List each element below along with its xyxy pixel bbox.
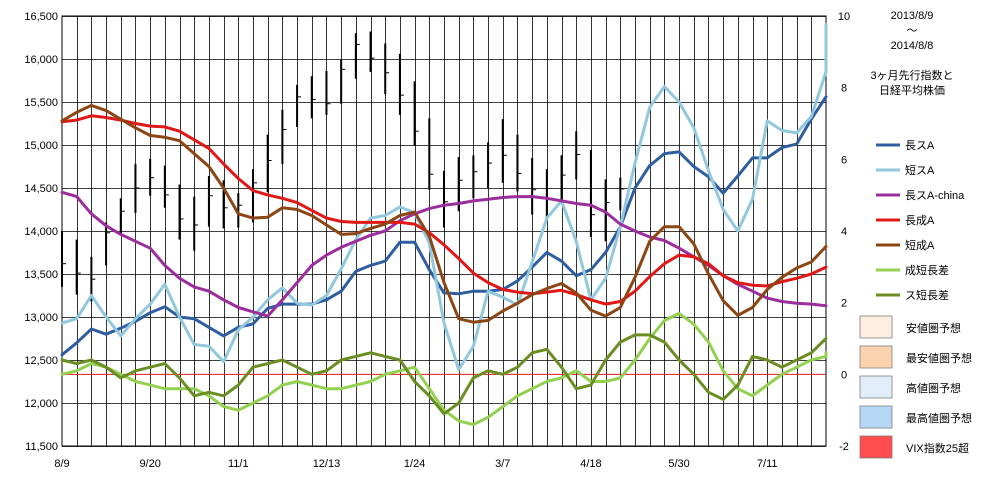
grid-lines <box>61 15 827 447</box>
legend-label-短成A: 短成A <box>905 238 935 252</box>
chart-title-line1: 3ヶ月先行指数と <box>870 68 953 82</box>
left-axis-tick-label: 15,500 <box>24 97 58 109</box>
legend-box-最安値圏予想 <box>859 345 893 369</box>
right-axis-tick-label: 8 <box>841 83 847 95</box>
legend-label-ス短長差: ス短長差 <box>905 288 949 302</box>
series-line-成短長差 <box>60 311 828 426</box>
legend-box-label-高値圏予想: 高値圏予想 <box>906 381 961 395</box>
series-lines <box>60 23 828 426</box>
legend-label-成短長差: 成短長差 <box>905 263 949 277</box>
left-axis-tick-label: 13,500 <box>24 269 58 281</box>
legend-label-長スA-china: 長スA-china <box>905 189 965 202</box>
left-axis-tick-label: 16,500 <box>24 11 58 23</box>
legend-box-label-最高値圏予想: 最高値圏予想 <box>906 411 972 425</box>
series-line-長成A <box>60 114 828 306</box>
right-axis-tick-label: 0 <box>841 369 847 381</box>
legend-label-長スA: 長スA <box>905 139 935 152</box>
legend-box-label-最安値圏予想: 最安値圏予想 <box>906 351 972 365</box>
legend-box-最高値圏予想 <box>859 405 893 429</box>
left-axis-tick-label: 13,000 <box>24 312 58 324</box>
period-separator-label: ～ <box>907 25 918 37</box>
chart-title-line2: 日経平均株価 <box>879 83 945 97</box>
legend-box-高値圏予想 <box>859 375 893 399</box>
x-axis-tick-label: 11/1 <box>228 458 249 470</box>
right-axis-tick-label: 2 <box>841 298 847 310</box>
legend-box-label-VIX指数25超: VIX指数25超 <box>906 441 969 455</box>
legend-label-長成A: 長成A <box>905 214 935 227</box>
series-line-短スA <box>60 23 828 371</box>
series-line-ス短長差 <box>60 333 828 416</box>
left-axis-tick-label: 14,000 <box>24 226 58 238</box>
x-axis-tick-label: 7/11 <box>757 458 778 470</box>
right-axis-tick-label: 4 <box>841 226 847 238</box>
left-axis-tick-label: 11,500 <box>25 441 58 453</box>
legend-box-安値圏予想 <box>859 315 893 339</box>
left-axis-tick-label: 15,000 <box>24 140 58 152</box>
series-line-短成A <box>60 103 828 324</box>
x-axis-tick-label: 12/13 <box>313 458 341 470</box>
right-axis-tick-label: 10 <box>838 11 850 23</box>
left-axis-tick-label: 12,000 <box>24 398 58 410</box>
legend-label-短スA: 短スA <box>905 163 935 177</box>
x-axis-tick-label: 4/18 <box>580 458 601 470</box>
x-axis-tick-label: 8/9 <box>54 458 69 470</box>
left-axis-tick-label: 14,500 <box>24 183 58 195</box>
x-axis-tick-label: 5/30 <box>668 458 689 470</box>
legend: 長スA 短スA 長スA-china 長成A 短成A 成短長差ス短長差安値圏予想最安値圏予想… <box>859 139 972 459</box>
period-end-label: 2014/8/8 <box>891 40 934 52</box>
legend-box-label-安値圏予想: 安値圏予想 <box>906 321 961 335</box>
x-axis-tick-label: 3/7 <box>495 458 510 470</box>
x-axis-tick-label: 9/20 <box>139 458 160 470</box>
x-axis-tick-label: 1/24 <box>404 458 425 470</box>
left-axis-tick-label: 12,500 <box>24 355 58 367</box>
chart-header: 2013/8/9 ～ 2014/8/8 3ヶ月先行指数と 日経平均株価 <box>870 10 953 97</box>
right-axis-tick-label: 6 <box>841 154 847 166</box>
period-start-label: 2013/8/9 <box>891 10 934 22</box>
legend-box-VIX指数25超 <box>859 435 893 459</box>
series-line-長スA <box>60 95 828 357</box>
axis-labels: 11,500 12,000 12,500 13,000 13,500 14,000 14,5… <box>24 11 850 470</box>
left-axis-tick-label: 16,000 <box>24 54 58 66</box>
right-axis-tick-label: -2 <box>839 441 849 453</box>
